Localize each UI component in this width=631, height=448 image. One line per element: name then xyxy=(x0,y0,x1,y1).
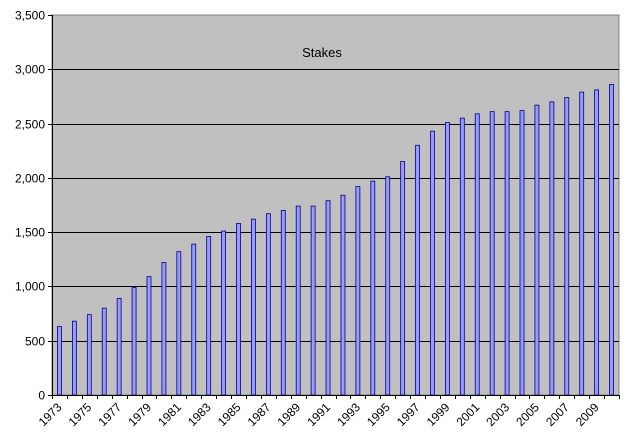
x-tick-label: 2009 xyxy=(573,400,602,429)
x-tick-label: 1991 xyxy=(304,400,333,429)
bar xyxy=(265,213,271,396)
y-tick-label: 3,500 xyxy=(15,9,45,23)
chart-title: Stakes xyxy=(302,45,342,60)
bar xyxy=(504,111,510,396)
bar xyxy=(116,297,122,396)
bar xyxy=(445,122,450,396)
x-tick-label: 1985 xyxy=(215,400,244,429)
x-tick-label: 1997 xyxy=(394,400,423,429)
bar xyxy=(519,110,525,396)
bar xyxy=(221,230,226,396)
x-tick-label: 1981 xyxy=(155,400,184,429)
x-tick-label: 2005 xyxy=(513,400,542,429)
y-axis: 0 500 1,000 1,500 2,000 2,500 3,000 3,500 xyxy=(15,9,53,403)
bars xyxy=(57,84,614,396)
x-tick-label: 1999 xyxy=(424,400,453,429)
bar xyxy=(295,205,301,396)
y-tick-label: 2,000 xyxy=(15,172,45,186)
bar xyxy=(459,117,465,396)
bar xyxy=(176,251,182,396)
x-tick-label: 2007 xyxy=(543,400,572,429)
bar xyxy=(146,276,152,396)
bar xyxy=(415,144,420,396)
bar xyxy=(71,320,77,396)
bar xyxy=(385,176,391,396)
bar xyxy=(474,113,480,396)
bar xyxy=(564,97,570,396)
bar xyxy=(57,326,62,396)
bar xyxy=(236,223,241,396)
bar xyxy=(325,200,331,396)
x-tick-label: 2001 xyxy=(454,400,483,429)
bar xyxy=(191,243,197,396)
bar xyxy=(489,111,495,396)
x-tick-label: 2003 xyxy=(483,400,512,429)
bar xyxy=(594,89,600,396)
bar xyxy=(251,218,256,396)
bar xyxy=(370,180,376,396)
x-tick-label: 1993 xyxy=(334,400,363,429)
x-tick-label: 1979 xyxy=(125,400,154,429)
bar xyxy=(101,307,107,396)
plot-area xyxy=(51,14,620,396)
y-tick-label: 3,000 xyxy=(15,63,45,77)
y-tick-label: 1,000 xyxy=(15,280,45,294)
bar xyxy=(609,84,614,396)
y-tick-label: 1,500 xyxy=(15,226,45,240)
bar xyxy=(549,101,555,396)
x-tick-label: 1975 xyxy=(66,400,95,429)
x-tick-label: 1973 xyxy=(36,400,65,429)
bar xyxy=(131,287,137,396)
bar xyxy=(430,130,435,396)
y-tick-label: 2,500 xyxy=(15,118,45,132)
bar xyxy=(534,104,540,396)
gridlines xyxy=(52,69,619,342)
x-axis: 1973 1975 1977 1979 1981 1983 1985 1987 1989 1991… xyxy=(36,395,620,429)
x-tick-label: 1983 xyxy=(185,400,214,429)
bar xyxy=(86,314,92,396)
x-tick-label: 1995 xyxy=(364,400,393,429)
x-tick-label: 1987 xyxy=(245,400,274,429)
y-tick-label: 0 xyxy=(38,389,45,403)
bar xyxy=(206,236,212,396)
bar xyxy=(400,161,406,396)
y-tick-label: 500 xyxy=(25,335,45,349)
bar xyxy=(340,194,346,396)
x-tick-label: 1989 xyxy=(275,400,304,429)
bar xyxy=(310,205,316,396)
bar xyxy=(161,262,167,396)
bar xyxy=(355,186,361,396)
x-tick-label: 1977 xyxy=(95,400,124,429)
bar xyxy=(280,210,286,396)
bar xyxy=(579,91,585,396)
